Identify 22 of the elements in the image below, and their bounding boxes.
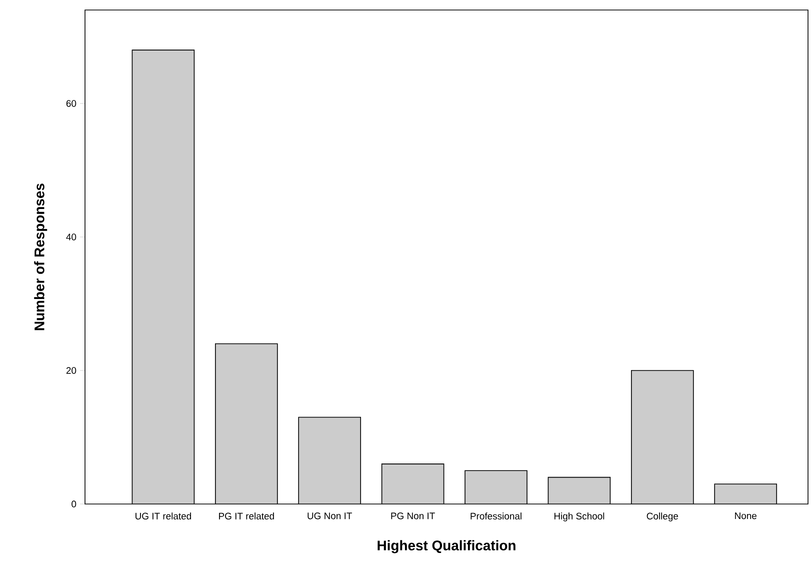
bar — [382, 464, 444, 504]
bar — [465, 470, 528, 504]
bar — [714, 484, 778, 504]
bar — [631, 370, 694, 504]
bar — [132, 50, 194, 504]
y-tick-label: 20 — [66, 367, 76, 374]
y-tick-label: 60 — [66, 100, 76, 107]
y-axis-title: Number of Responses — [34, 184, 48, 330]
x-tick-label: UG IT related — [136, 512, 191, 520]
x-tick-label: None — [735, 512, 756, 520]
bar — [298, 417, 361, 504]
y-tick-label: 0 — [72, 500, 76, 508]
x-tick-label: Professional — [470, 512, 522, 520]
y-tick-label: 40 — [66, 234, 76, 240]
x-tick-label: High School — [554, 512, 604, 522]
x-tick-label: UG Non IT — [308, 512, 352, 520]
x-tick-label: College — [646, 512, 678, 522]
bar — [215, 344, 278, 504]
bar — [548, 477, 610, 504]
x-tick-label: PG IT related — [219, 512, 274, 520]
x-axis-title: Highest Qualification — [378, 540, 516, 554]
x-tick-label: PG Non IT — [391, 512, 435, 520]
